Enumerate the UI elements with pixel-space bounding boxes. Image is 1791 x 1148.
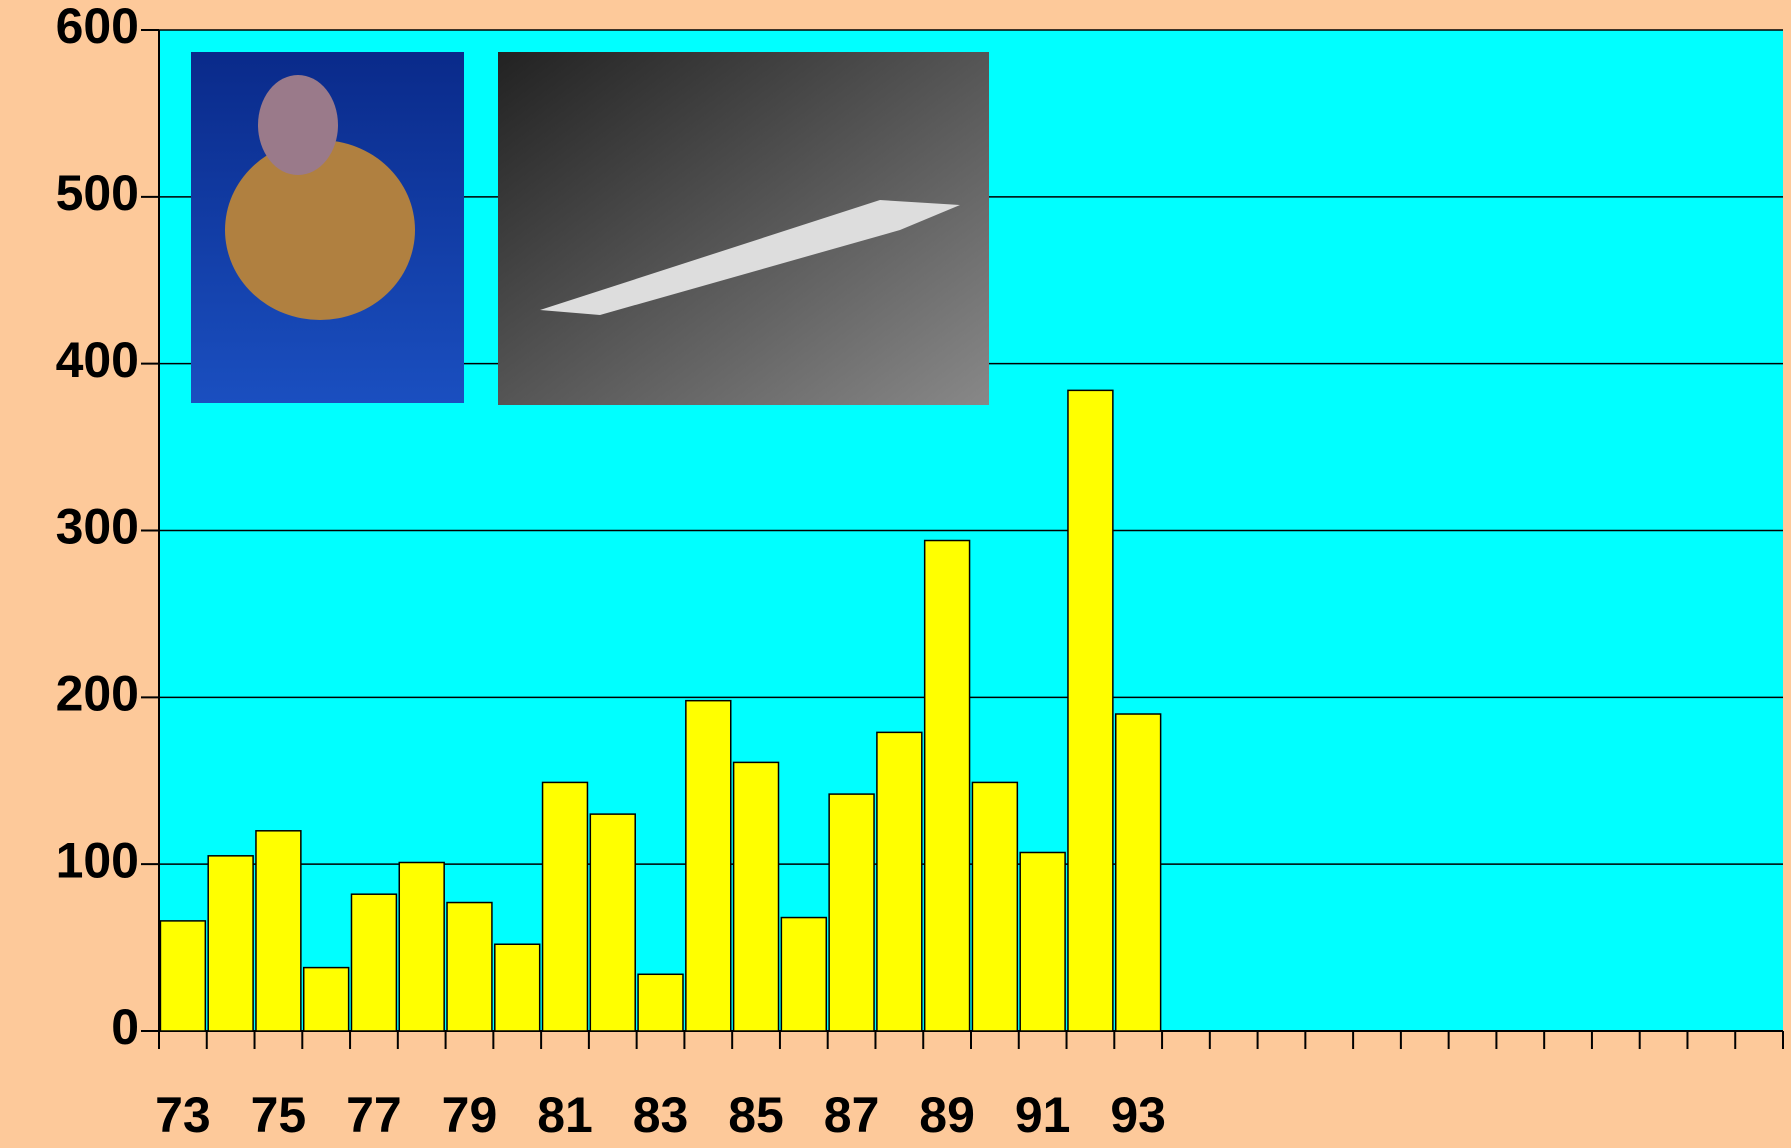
x-tick-label: 77 <box>346 1087 402 1143</box>
y-tick-label: 500 <box>56 165 139 221</box>
bar <box>925 541 970 1031</box>
bar <box>781 918 826 1031</box>
bar <box>160 921 205 1031</box>
bar <box>686 701 731 1031</box>
x-tick-label: 85 <box>728 1087 784 1143</box>
bar <box>734 762 779 1031</box>
x-tick-label: 83 <box>633 1087 689 1143</box>
y-tick-label: 100 <box>56 832 139 888</box>
bar <box>972 782 1017 1031</box>
x-tick-label: 91 <box>1015 1087 1071 1143</box>
x-tick-label: 75 <box>251 1087 307 1143</box>
bar <box>1116 714 1161 1031</box>
bar <box>256 831 301 1031</box>
bar <box>590 814 635 1031</box>
x-tick-label: 87 <box>824 1087 880 1143</box>
bar <box>495 944 540 1031</box>
bar <box>1020 852 1065 1031</box>
bar <box>1068 390 1113 1031</box>
x-tick-label: 93 <box>1110 1087 1166 1143</box>
bar <box>399 862 444 1031</box>
y-tick-label: 200 <box>56 666 139 722</box>
bar <box>877 732 922 1031</box>
x-tick-label: 73 <box>155 1087 211 1143</box>
x-tick-label: 79 <box>442 1087 498 1143</box>
bar <box>304 968 349 1031</box>
x-tick-label: 89 <box>919 1087 975 1143</box>
bar <box>638 974 683 1031</box>
y-tick-label: 0 <box>111 999 139 1055</box>
x-tick-label: 81 <box>537 1087 593 1143</box>
y-tick-label: 400 <box>56 332 139 388</box>
bar <box>543 782 588 1031</box>
chart: 0 100 200 300 400 500 600 73 75 77 79 81 83 85 87 89 91 9… <box>0 0 1791 1148</box>
bar <box>208 856 253 1031</box>
y-tick-label: 600 <box>56 0 139 54</box>
bar <box>829 794 874 1031</box>
bar <box>351 894 396 1031</box>
y-tick-label: 300 <box>56 499 139 555</box>
bar <box>447 903 492 1031</box>
island-photo <box>498 52 989 405</box>
turtle-photo <box>191 52 464 403</box>
